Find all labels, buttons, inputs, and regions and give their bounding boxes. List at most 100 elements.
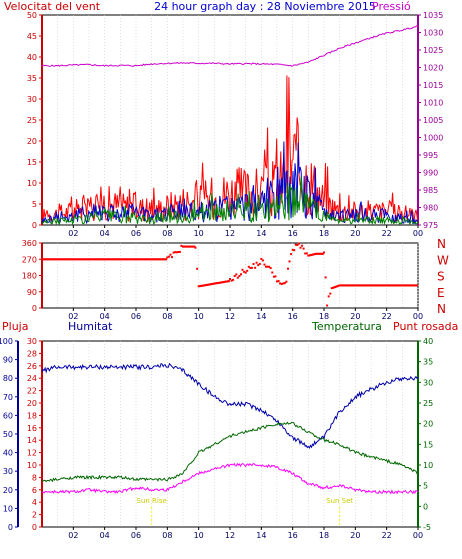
direction-point xyxy=(79,258,81,261)
direction-point xyxy=(89,258,92,261)
direction-point xyxy=(108,258,111,261)
direction-point xyxy=(301,244,304,247)
temperature-tick-label: 10 xyxy=(423,461,433,470)
direction-point xyxy=(390,284,393,287)
rain-tick-label: 2 xyxy=(32,511,37,520)
pressure-tick-label: 1030 xyxy=(423,29,443,38)
direction-point xyxy=(243,270,246,273)
weather-panel-x-tick-label: 12 xyxy=(225,531,235,540)
rain-tick-label: 24 xyxy=(27,374,37,383)
direction-point xyxy=(126,258,128,261)
compass-label: S xyxy=(437,270,445,284)
direction-point xyxy=(165,258,168,261)
direction-point xyxy=(48,258,51,261)
direction-point xyxy=(310,253,313,256)
pressure-tick-label: 990 xyxy=(423,169,438,178)
direction-point xyxy=(131,258,134,261)
direction-point xyxy=(247,265,250,268)
pressure-tick-label: 1020 xyxy=(423,64,443,73)
direction-point xyxy=(321,252,324,255)
direction-point xyxy=(208,283,211,286)
direction-point xyxy=(415,284,418,287)
pressure-tick-label: 975 xyxy=(423,221,438,230)
direction-point xyxy=(277,280,280,283)
compass-label: W xyxy=(437,253,449,267)
direction-point xyxy=(56,258,59,261)
direction-point xyxy=(375,284,378,287)
direction-point xyxy=(154,258,156,261)
direction-point xyxy=(120,258,123,261)
direction-point xyxy=(324,276,327,279)
direction-point xyxy=(54,258,57,261)
direction-point xyxy=(414,284,417,287)
direction-point xyxy=(166,256,169,259)
humidity-tick-label: 80 xyxy=(3,374,13,383)
direction-tick-label: 180 xyxy=(22,272,37,281)
direction-point xyxy=(63,258,66,261)
direction-point xyxy=(319,252,322,255)
direction-point xyxy=(169,253,172,256)
direction-point xyxy=(254,266,257,269)
direction-point xyxy=(77,258,80,261)
direction-point xyxy=(238,275,241,278)
direction-point xyxy=(95,258,98,261)
direction-point xyxy=(386,284,389,287)
wind-speed-tick-label: 15 xyxy=(27,158,37,167)
direction-point xyxy=(84,258,87,261)
direction-point xyxy=(61,258,64,261)
wind-panel-x-tick-label: 08 xyxy=(162,229,172,238)
direction-panel-x-tick-label: 18 xyxy=(319,312,329,321)
pressure-tick-label: 1000 xyxy=(423,134,443,143)
wind-panel-x-tick-label: 10 xyxy=(194,229,204,238)
wind-panel-x-tick-label: 00 xyxy=(413,229,423,238)
direction-point xyxy=(137,258,140,261)
direction-point xyxy=(187,245,190,248)
direction-point xyxy=(355,284,358,287)
direction-point xyxy=(342,284,344,287)
direction-point xyxy=(52,258,55,261)
direction-point xyxy=(347,284,350,287)
direction-point xyxy=(161,258,164,261)
direction-point xyxy=(172,251,175,254)
direction-point xyxy=(333,286,336,289)
direction-panel-x-tick-label: 02 xyxy=(68,312,78,321)
direction-point xyxy=(246,269,249,272)
direction-point xyxy=(60,258,62,261)
direction-point xyxy=(69,258,71,261)
direction-point xyxy=(330,287,333,290)
rain-tick-label: 8 xyxy=(32,473,37,482)
direction-point xyxy=(53,258,56,261)
direction-tick-label: 90 xyxy=(27,288,37,297)
direction-point xyxy=(178,250,181,253)
wind-panel-x-tick-label: 06 xyxy=(131,229,141,238)
dewpoint-label: Punt rosada xyxy=(393,320,458,333)
direction-point xyxy=(265,265,267,268)
direction-point xyxy=(85,258,88,261)
pressure-tick-label: 980 xyxy=(423,204,438,213)
direction-point xyxy=(344,284,347,287)
direction-point xyxy=(413,284,416,287)
temperature-tick-label: 25 xyxy=(423,399,433,408)
direction-point xyxy=(157,258,160,261)
direction-point xyxy=(410,284,413,287)
direction-point xyxy=(145,258,148,261)
direction-point xyxy=(283,282,286,285)
direction-point xyxy=(127,258,130,261)
direction-point xyxy=(399,284,402,287)
direction-point xyxy=(124,258,127,261)
direction-point xyxy=(401,284,404,287)
compass-label: N xyxy=(437,237,446,251)
direction-point xyxy=(335,285,338,288)
direction-point xyxy=(107,258,109,261)
rain-tick-label: 10 xyxy=(27,461,37,470)
direction-point xyxy=(196,267,199,270)
humidity-tick-label: 90 xyxy=(3,356,13,365)
direction-point xyxy=(223,280,226,283)
direction-point xyxy=(67,258,70,261)
direction-point xyxy=(199,284,202,287)
direction-point xyxy=(282,282,285,285)
direction-point xyxy=(185,245,188,248)
direction-point xyxy=(272,275,275,278)
direction-point xyxy=(205,284,208,286)
